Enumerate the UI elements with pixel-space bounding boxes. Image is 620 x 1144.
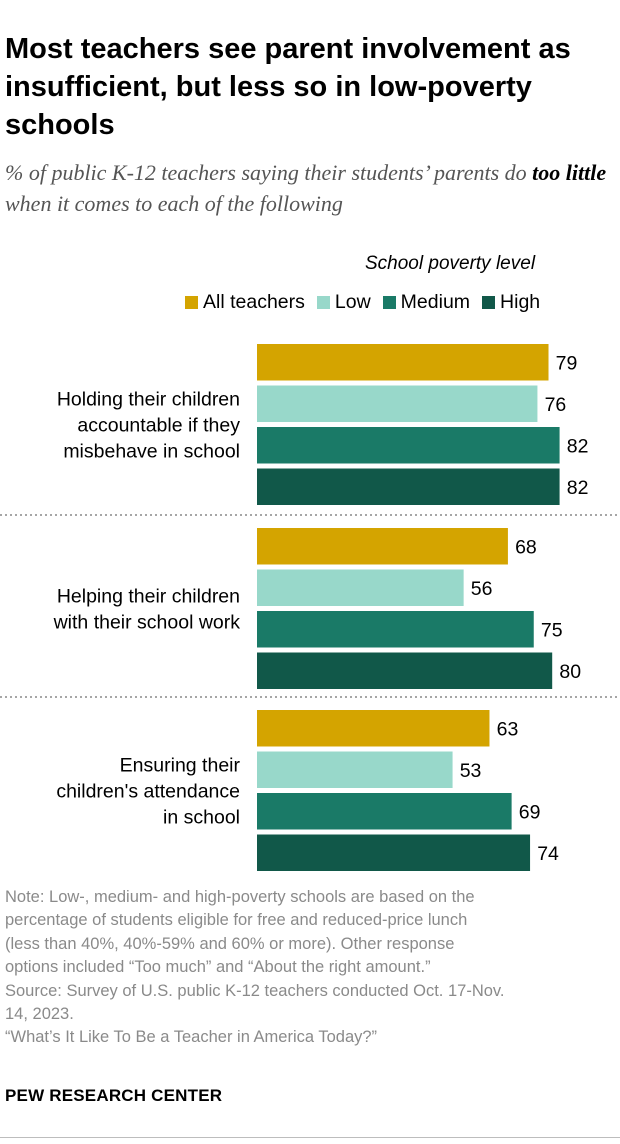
legend-label: High xyxy=(500,290,541,313)
legend-label: Medium xyxy=(400,290,471,313)
data-label: 82 xyxy=(567,477,589,499)
note-line: Note: Low-, medium- and high-poverty sch… xyxy=(5,888,475,906)
legend-title: School poverty level xyxy=(365,253,536,274)
legend-item: Low xyxy=(316,290,371,314)
source-line: Source: Survey of U.S. public K-12 teach… xyxy=(5,981,505,1000)
data-label: 63 xyxy=(497,718,519,740)
chart-title: Most teachers see parent involvement as … xyxy=(5,33,571,141)
data-label: 79 xyxy=(556,352,578,374)
bar xyxy=(257,652,553,689)
data-label: 53 xyxy=(460,760,482,782)
chart-legend: All teachers Low Medium High xyxy=(185,290,552,314)
bar xyxy=(257,834,531,871)
note-line: percentage of students eligible for free… xyxy=(5,911,468,930)
legend-item: Medium xyxy=(382,290,471,314)
legend-swatch xyxy=(482,295,496,309)
data-label: 74 xyxy=(537,843,559,865)
legend-label: Low xyxy=(334,290,371,313)
category-label: Helping their children xyxy=(57,586,240,608)
bar xyxy=(257,710,490,747)
category-label: in school xyxy=(163,807,240,829)
source-line: 14, 2023. xyxy=(5,1005,74,1024)
bar xyxy=(257,793,512,830)
legend-swatch xyxy=(185,295,198,309)
category-label: misbehave in school xyxy=(63,441,240,463)
bar xyxy=(257,468,560,505)
note-line: (less than 40%, 40%-59% and 60% or more)… xyxy=(5,934,455,953)
bottom-divider xyxy=(0,1137,620,1138)
bar xyxy=(257,751,453,788)
data-label: 76 xyxy=(545,394,567,416)
report-title-line: “What’s It Like To Be a Teacher in Ameri… xyxy=(5,1028,378,1047)
subtitle-part2: when it comes to each of the following xyxy=(5,191,343,216)
category-label: with their school work xyxy=(53,612,241,634)
legend-label: All teachers xyxy=(203,290,305,313)
data-label: 69 xyxy=(519,801,541,823)
data-label: 68 xyxy=(515,536,537,558)
bar xyxy=(257,611,534,648)
category-label: children's attendance xyxy=(56,781,240,803)
data-label: 82 xyxy=(567,435,589,457)
bar xyxy=(257,528,508,565)
pew-research-center-logo: PEW RESEARCH CENTER xyxy=(5,1086,223,1105)
category-label: Ensuring their xyxy=(120,755,241,777)
note-line: options included “Too much” and “About t… xyxy=(5,958,431,977)
subtitle-part1: % of public K-12 teachers saying their s… xyxy=(5,160,533,185)
chart-subtitle: % of public K-12 teachers saying their s… xyxy=(5,157,615,219)
category-label: accountable if they xyxy=(77,415,240,437)
data-label: 56 xyxy=(471,578,493,600)
legend-item: All teachers xyxy=(185,291,305,314)
data-label: 80 xyxy=(559,661,581,683)
bar xyxy=(257,427,560,464)
subtitle-emphasis: too little xyxy=(532,160,607,185)
legend-swatch xyxy=(316,295,330,309)
bar xyxy=(257,385,538,422)
chart-notes: Note: Low-, medium- and high-poverty sch… xyxy=(5,886,605,1050)
bar xyxy=(257,344,549,381)
bar xyxy=(257,569,464,606)
legend-swatch xyxy=(382,295,396,309)
legend-item: High xyxy=(482,291,540,314)
data-label: 75 xyxy=(541,619,563,641)
category-label: Holding their children xyxy=(57,389,240,411)
